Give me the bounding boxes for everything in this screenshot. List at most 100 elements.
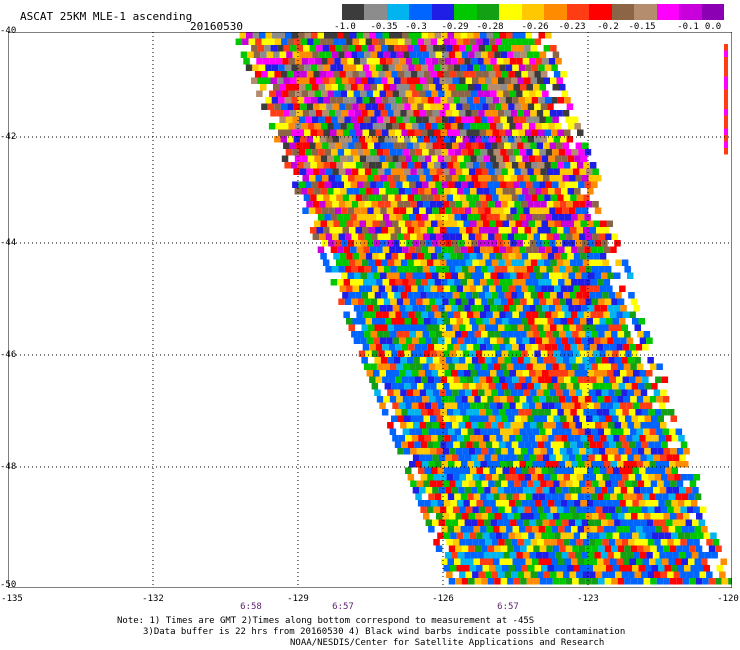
swath-cell xyxy=(427,227,434,234)
swath-cell xyxy=(397,168,404,175)
swath-cell xyxy=(523,454,530,461)
swath-cell xyxy=(482,71,489,78)
swath-cell xyxy=(500,578,508,585)
swath-cell xyxy=(460,376,467,383)
swath-cell xyxy=(656,428,663,435)
swath-cell xyxy=(415,396,423,403)
swath-cell xyxy=(526,116,533,123)
swath-cell xyxy=(448,363,455,370)
swath-cell xyxy=(398,435,406,442)
swath-cell xyxy=(353,123,360,130)
swath-cell xyxy=(620,305,627,312)
swath-cell xyxy=(478,142,485,149)
swath-cell xyxy=(494,233,502,240)
swath-cell xyxy=(575,454,582,461)
swath-cell xyxy=(594,519,602,526)
swath-cell xyxy=(665,467,672,474)
swath-cell xyxy=(311,116,319,123)
swath-cell xyxy=(570,344,578,351)
swath-cell xyxy=(582,259,590,266)
swath-cell xyxy=(600,435,607,442)
swath-cell xyxy=(470,467,477,474)
swath-cell xyxy=(538,32,545,39)
swath-cell xyxy=(584,246,591,253)
swath-cell xyxy=(367,110,375,117)
swath-cell xyxy=(332,136,340,143)
swath-cell xyxy=(463,435,471,442)
swath-cell xyxy=(405,402,412,409)
swath-cell xyxy=(455,448,463,455)
swath-cell xyxy=(500,149,507,156)
swath-cell xyxy=(465,324,472,331)
swath-cell xyxy=(441,493,448,500)
swath-cell xyxy=(340,220,347,227)
swath-cell xyxy=(524,571,531,578)
swath-cell xyxy=(357,331,365,338)
swath-cell xyxy=(519,116,527,123)
swath-cell xyxy=(291,129,298,136)
swath-cell xyxy=(493,493,500,500)
swath-cell xyxy=(553,233,560,240)
swath-cell xyxy=(544,97,552,104)
swath-cell xyxy=(366,155,373,162)
swath-cell xyxy=(398,253,405,260)
swath-cell xyxy=(639,467,646,474)
swath-cell xyxy=(390,201,398,208)
swath-cell xyxy=(646,487,654,494)
swath-cell xyxy=(455,84,462,91)
swath-cell xyxy=(489,318,496,325)
swath-cell xyxy=(699,571,707,578)
swath-cell xyxy=(547,318,554,325)
swath-cell xyxy=(390,51,397,58)
swath-cell xyxy=(571,149,579,156)
swath-cell xyxy=(499,129,506,136)
swath-cell xyxy=(698,519,706,526)
swath-cell xyxy=(478,45,486,52)
swath-cell xyxy=(479,227,486,234)
swath-cell xyxy=(368,292,375,299)
swath-cell xyxy=(518,344,526,351)
swath-cell xyxy=(550,474,558,481)
swath-cell xyxy=(353,58,361,65)
swath-cell xyxy=(489,220,496,227)
swath-cell xyxy=(305,116,312,123)
swath-cell xyxy=(431,220,438,227)
swath-cell xyxy=(661,441,668,448)
swath-cell xyxy=(398,155,406,162)
swath-cell xyxy=(557,97,565,104)
swath-cell xyxy=(468,201,476,208)
swath-cell xyxy=(464,272,471,279)
swath-cell xyxy=(358,233,365,240)
swath-cell xyxy=(297,162,304,169)
swath-cell xyxy=(611,513,618,520)
swath-cell xyxy=(266,51,274,58)
swath-cell xyxy=(495,318,502,325)
color-swatch-8 xyxy=(521,4,545,20)
swath-cell xyxy=(488,415,495,422)
swath-cell xyxy=(479,409,486,416)
swath-cell xyxy=(295,90,302,97)
swath-cell xyxy=(356,246,364,253)
swath-cell xyxy=(419,110,427,117)
swath-cell xyxy=(545,363,553,370)
swath-cell xyxy=(696,513,703,520)
swath-cell xyxy=(585,513,592,520)
swath-cell xyxy=(527,201,534,208)
swath-cell xyxy=(514,103,522,110)
swath-cell xyxy=(505,227,512,234)
swath-cell xyxy=(555,552,562,559)
swath-cell xyxy=(556,142,563,149)
swath-cell xyxy=(427,64,435,71)
swath-cell xyxy=(570,441,577,448)
swath-cell xyxy=(453,409,460,416)
swath-cell xyxy=(526,578,534,585)
swath-cell xyxy=(361,292,369,299)
swath-cell xyxy=(561,188,568,195)
swath-cell xyxy=(397,103,405,110)
swath-cell xyxy=(500,84,507,91)
swath-cell xyxy=(605,513,612,520)
swath-cell xyxy=(309,175,316,182)
swath-cell xyxy=(451,58,458,65)
swath-cell xyxy=(404,383,411,390)
swath-cell xyxy=(469,253,477,260)
